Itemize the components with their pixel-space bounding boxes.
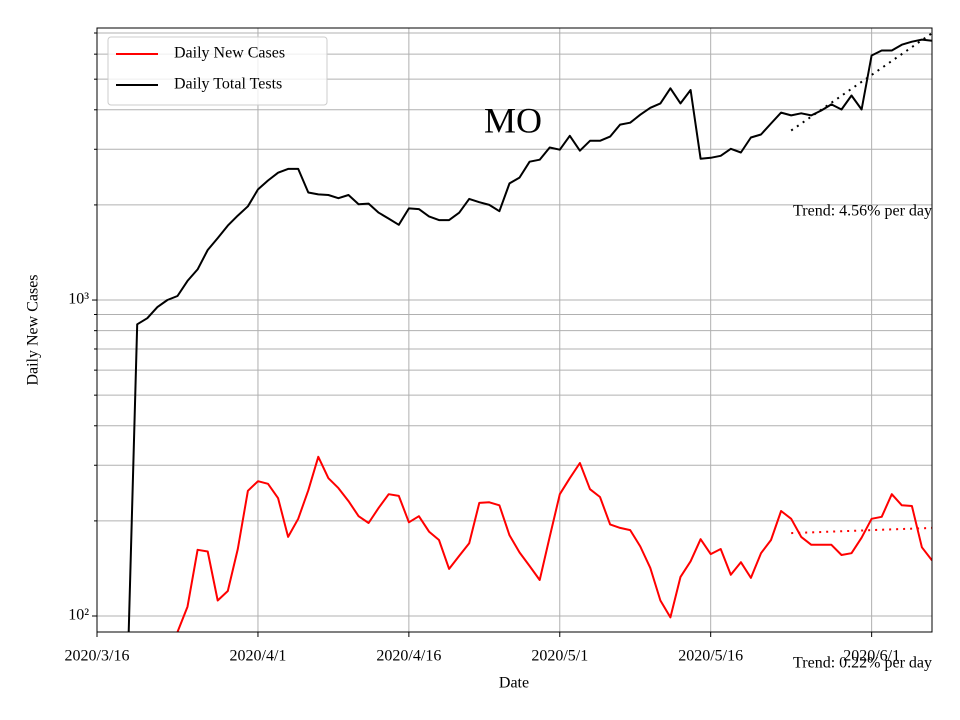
trend-line [790,32,932,132]
legend: Daily New Cases Daily Total Tests [107,36,328,106]
y-tick-label: 10³ [68,291,89,308]
legend-label: Daily Total Tests [174,76,282,93]
grid [96,28,932,632]
legend-label: Daily New Cases [174,45,285,62]
y-axis-label: Daily New Cases [25,274,42,385]
x-tick-label: 2020/4/16 [376,648,441,665]
chart-title: MO [484,100,542,140]
series-line [176,455,932,632]
x-tick-label: 2020/4/1 [230,648,287,665]
series-line [127,38,932,632]
x-tick-label: 2020/3/16 [65,648,130,665]
x-tick-label: 2020/5/1 [531,648,588,665]
plot-lines [127,32,932,632]
trend-label: Trend: 0.22% per day [793,655,932,672]
y-tick-label: 10² [68,607,89,624]
x-tick-label: 2020/5/16 [678,648,743,665]
legend-box [107,36,328,106]
x-tick-label: 2020/6/1 [843,648,900,665]
trend-line [791,526,932,535]
x-axis-label: Date [499,675,529,692]
trend-label: Trend: 4.56% per day [793,203,932,220]
plot-frame [96,27,933,633]
